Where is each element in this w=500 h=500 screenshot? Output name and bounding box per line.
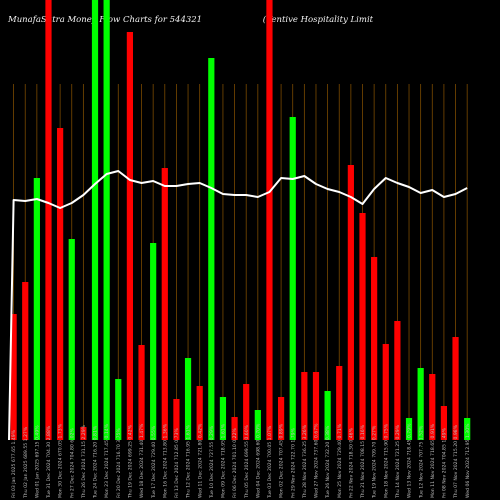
bar [80, 427, 87, 440]
x-tick-label: Wed 11 Dec 2024 721.80 0.42% [197, 423, 203, 498]
bar [10, 314, 17, 440]
bar [277, 397, 285, 440]
bar [115, 379, 122, 440]
bar [126, 32, 133, 440]
x-tick-label: Mon 25 Nov 2024 729.40 0.71% [337, 423, 343, 498]
bar [429, 374, 436, 440]
bar [33, 178, 40, 440]
bar [57, 128, 64, 440]
bar [138, 345, 145, 440]
x-tick-label: Wed 18 Dec 2024 731.40 1.47% [139, 423, 145, 498]
money-flow-line [8, 170, 468, 441]
bar [173, 399, 180, 440]
bar [371, 257, 378, 440]
bar [161, 168, 168, 440]
bar [301, 372, 308, 440]
x-tick-label: Thu 12 Dec 2024 716.95 1.61% [186, 424, 192, 499]
bar [254, 410, 261, 440]
x-tick-label: Fri 22 Nov 2024 718.30 0.46% [348, 427, 354, 498]
bar [417, 368, 424, 440]
x-tick-label: Mon 09 Dec 2024 718.95 1.61% [221, 423, 227, 498]
x-tick-label: Tue 26 Nov 2024 732.20 0.38% [325, 425, 331, 499]
x-tick-label: Mon 02 Dec 2024 707.45 0.89% [279, 423, 285, 498]
x-tick-label: Tue 24 Dec 2024 716.20 0.81% [93, 425, 99, 499]
x-tick-label: Thu 26 Dec 2024 731.15 2.29% [81, 424, 87, 499]
x-tick-label: Tue 10 Dec 2024 727.55 0.29% [209, 425, 215, 499]
x-tick-label: Fri 08 Nov 2024 704.85 1.49% [442, 427, 448, 498]
x-tick-label: Mon 18 Nov 2024 715.90 0.75% [383, 423, 389, 498]
x-tick-label: Fri 20 Dec 2024 716.70 3.75% [116, 427, 122, 498]
bar [382, 344, 389, 440]
x-tick-label: Tue 12 Nov 2024 707.75 1.52% [418, 425, 424, 499]
x-tick-label: Wed 01 Jan 2025 697.15 0.49% [34, 425, 40, 498]
chart-subtitle: (Ventive Hospitality Limit [262, 15, 374, 25]
x-tick-label: Fri 29 Nov 2024 722.70 1.79% [290, 427, 296, 498]
bar [45, 0, 52, 440]
bar [68, 239, 75, 440]
bar [336, 366, 343, 440]
x-tick-label: Fri 06 Dec 2024 701.10 0.22% [232, 427, 238, 498]
bar [394, 321, 401, 440]
bar [347, 165, 354, 440]
bar [405, 418, 413, 440]
bar [452, 337, 459, 440]
x-tick-label: Fri 03 Jan 2025 677.65 1.49% [11, 429, 17, 498]
bar [22, 282, 29, 440]
bar [440, 406, 448, 440]
bar [219, 397, 227, 440]
bar [266, 0, 273, 440]
bar [208, 58, 215, 440]
x-tick-label: Tue 31 Dec 2024 704.30 2.88% [46, 425, 52, 499]
x-tick-label: Wed 04 Dec 2024 698.60 0.70% [255, 423, 261, 498]
x-tick-label: Thu 02 Jan 2025 689.55 1.27% [23, 426, 29, 499]
bar [359, 213, 366, 440]
x-tick-label: Tue 19 Nov 2024 709.70 0.27% [372, 425, 378, 499]
x-tick-label: Tue 03 Dec 2024 700.05 1.07% [267, 425, 273, 499]
bar [231, 417, 238, 440]
x-tick-label: Tue 17 Dec 2024 729.40 0.55% [151, 425, 157, 499]
x-tick-label: Thu 21 Nov 2024 708.15 0.16% [360, 424, 366, 499]
bar [243, 384, 250, 440]
x-tick-label: Thu 19 Dec 2024 699.25 0.42% [128, 424, 134, 499]
bar [289, 117, 296, 440]
x-tick-label: Mon 23 Dec 2024 717.45 0.14% [104, 423, 110, 498]
bar [464, 418, 471, 440]
x-tick-label: Wed 06 Nov 2024 712.95 1.30% [465, 423, 471, 498]
x-tick-label: Thu 28 Nov 2024 736.25 3.26% [302, 424, 308, 499]
bar [312, 372, 320, 440]
x-tick-label: Fri 27 Dec 2024 704.80 6.02% [69, 427, 75, 498]
bar [196, 386, 203, 440]
x-tick-label: Mon 30 Dec 2024 670.05 1.73% [58, 423, 64, 498]
x-tick-label: Wed 13 Nov 2024 718.45 0.79% [407, 423, 413, 498]
bar [150, 243, 157, 440]
x-tick-label: Mon 16 Dec 2024 713.80 1.36% [162, 423, 168, 498]
bar [103, 0, 110, 440]
x-tick-label: Thu 07 Nov 2024 715.20 0.98% [453, 424, 459, 499]
x-tick-label: Thu 05 Dec 2024 699.55 0.60% [244, 424, 250, 499]
bar [91, 0, 99, 440]
x-tick-label: Wed 27 Nov 2024 737.60 0.67% [314, 423, 320, 498]
x-tick-label: Mon 11 Nov 2024 718.65 0.91% [430, 423, 436, 498]
x-tick-label: Thu 14 Nov 2024 721.25 0.29% [395, 424, 401, 499]
bar [324, 391, 331, 440]
x-tick-label: Fri 13 Dec 2024 712.85 0.73% [174, 427, 180, 498]
bar [184, 358, 192, 440]
